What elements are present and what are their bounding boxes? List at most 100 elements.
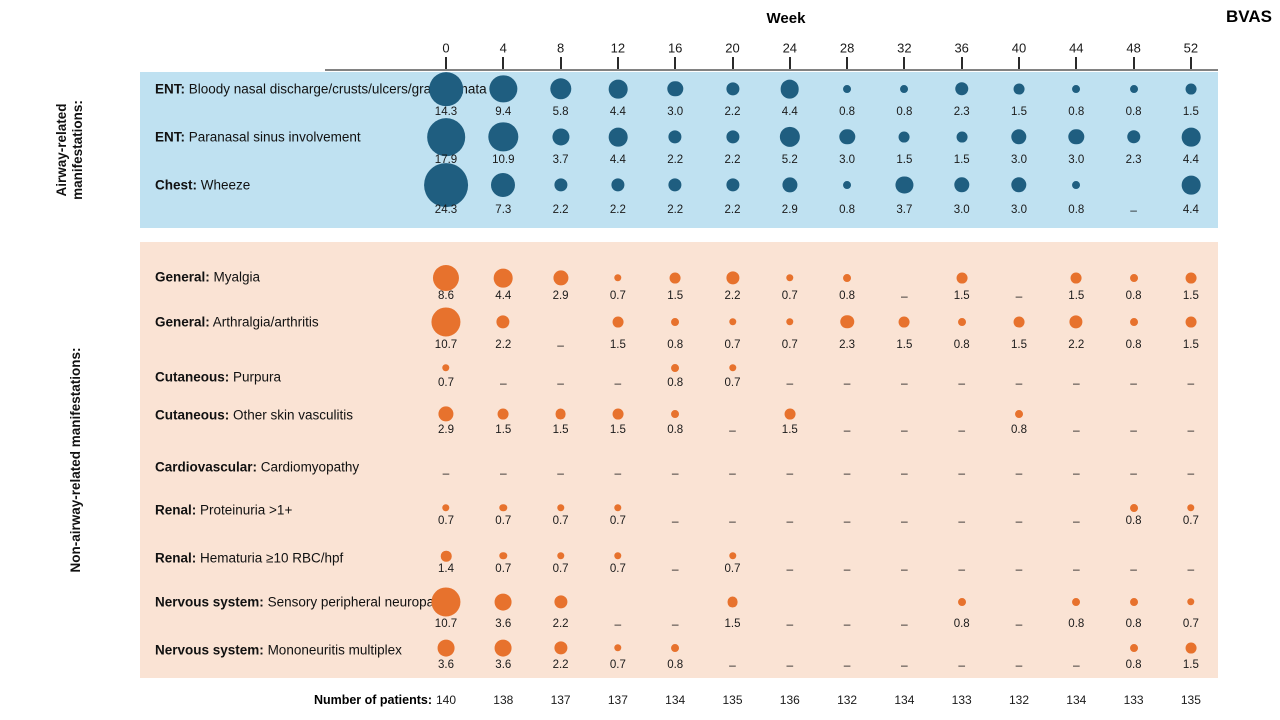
missing-dash: – [958, 466, 966, 480]
missing-dash: – [1015, 617, 1023, 631]
bubble-value: 3.0 [1011, 204, 1027, 216]
airway-section-label: Airway-related manifestations: [54, 100, 86, 200]
missing-dash: – [557, 376, 564, 390]
bubble [898, 131, 910, 143]
missing-dash: – [1187, 562, 1195, 576]
week-tick-mark [616, 57, 619, 69]
missing-dash: – [958, 562, 966, 576]
non-airway-panel [140, 242, 1218, 678]
bubble-value: 2.9 [438, 424, 454, 436]
bubble-value: 1.5 [1182, 290, 1199, 302]
bubble-value: 0.8 [839, 204, 856, 216]
bubble-value: 3.0 [953, 204, 970, 216]
week-tick-mark [1189, 57, 1192, 69]
missing-dash: – [1130, 423, 1137, 437]
missing-dash: – [671, 562, 679, 576]
bubble [671, 644, 680, 652]
missing-dash: – [958, 658, 966, 672]
bubble-value: 0.7 [1182, 515, 1199, 527]
row-label-category: ENT: [155, 129, 185, 145]
missing-dash: – [901, 466, 908, 480]
chart-title-bvas: BVAS [1226, 7, 1272, 26]
bubble [725, 271, 740, 285]
missing-dash: – [1130, 466, 1137, 480]
missing-dash: – [786, 562, 794, 576]
bubble [1185, 272, 1197, 284]
missing-dash: – [614, 466, 622, 480]
week-tick-mark [788, 57, 791, 69]
week-tick-mark [846, 57, 849, 69]
bubble-value: 17.9 [434, 154, 458, 166]
bubble-value: 0.8 [839, 290, 856, 302]
bubble [956, 131, 968, 143]
bubble [895, 176, 913, 194]
bubble-value: 2.2 [609, 204, 626, 216]
bubble-value: 0.8 [1011, 424, 1027, 436]
bubble-value: 2.2 [667, 154, 684, 166]
week-tick-mark [502, 57, 505, 69]
bubble [1187, 504, 1195, 512]
bubble-value: 0.8 [896, 106, 913, 118]
row-label: Nervous system: Sensory peripheral neuro… [155, 594, 453, 610]
bubble [488, 122, 518, 152]
bubble [1185, 83, 1197, 95]
bubble [671, 364, 680, 372]
bubble [669, 272, 681, 284]
week-tick-mark [731, 57, 734, 69]
week-tick-mark [559, 57, 562, 69]
bubble [956, 272, 968, 284]
week-tick-label: 16 [667, 40, 683, 56]
row-label-category: Cutaneous: [155, 369, 230, 385]
bubble-value: 1.5 [552, 424, 569, 436]
missing-dash: – [729, 658, 736, 672]
bubble [1072, 85, 1081, 93]
bubble-value: 5.2 [781, 154, 798, 166]
bubble-value: 1.5 [1011, 339, 1027, 351]
missing-dash: – [614, 617, 622, 631]
bubble-value: 0.8 [1125, 618, 1142, 630]
bubble-value: 10.7 [434, 618, 458, 630]
missing-dash: – [1187, 423, 1195, 437]
bubble-value: 2.3 [1125, 154, 1142, 166]
row-label-category: Nervous system: [155, 642, 264, 658]
week-tick-label: 32 [897, 40, 912, 56]
missing-dash: – [958, 423, 966, 437]
bubble [728, 552, 737, 560]
row-label: Renal: Hematuria ≥10 RBC/hpf [155, 550, 344, 566]
bubble-value: 4.4 [609, 106, 626, 118]
axis-line [325, 69, 1218, 71]
bubble [725, 130, 740, 144]
bubble-value: 0.7 [609, 290, 626, 302]
bubble-value: 1.5 [953, 154, 970, 166]
bubble-value: 0.7 [552, 563, 569, 575]
bubble-value: 0.7 [724, 563, 741, 575]
bubble [725, 178, 740, 192]
bubble-value: 0.8 [1125, 659, 1142, 671]
bubble [1070, 272, 1082, 284]
bubble-value: 0.8 [1125, 290, 1142, 302]
missing-dash: – [671, 466, 679, 480]
bubble [614, 644, 622, 652]
week-tick-label: 28 [839, 40, 855, 56]
bubble-value: 0.7 [781, 290, 798, 302]
bubble [552, 128, 570, 146]
bubble [437, 639, 455, 657]
bubble [779, 126, 800, 148]
patients-count: 132 [837, 693, 858, 707]
bubble-value: 0.7 [609, 659, 626, 671]
row-label: Cardiovascular: Cardiomyopathy [155, 459, 360, 475]
row-label-category: General: [155, 269, 210, 285]
missing-dash: – [1015, 376, 1023, 390]
bubble [780, 79, 800, 99]
bubble-value: 1.5 [1182, 106, 1199, 118]
week-tick-mark [903, 57, 906, 69]
bubble [429, 72, 463, 106]
missing-dash: – [1072, 562, 1080, 576]
bubble [843, 85, 852, 93]
week-tick-label: 24 [782, 40, 798, 56]
bubble-value: 0.8 [667, 659, 684, 671]
bubble-value: 1.5 [1011, 106, 1027, 118]
missing-dash: – [958, 376, 966, 390]
missing-dash: – [1072, 423, 1080, 437]
